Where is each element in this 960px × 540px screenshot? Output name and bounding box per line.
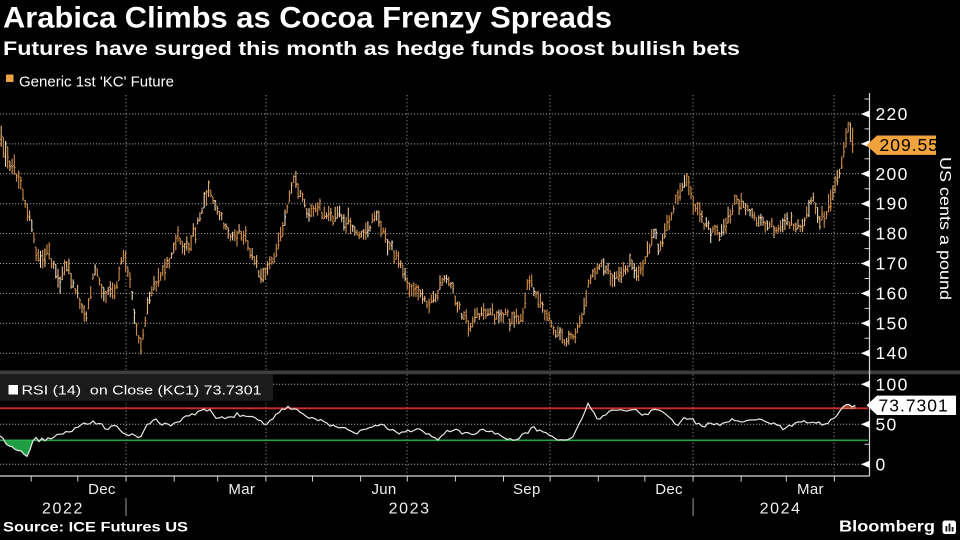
svg-text:2024: 2024 — [760, 501, 802, 518]
svg-text:Sep: Sep — [513, 481, 541, 498]
svg-text:209.55: 209.55 — [880, 135, 940, 155]
svg-text:160: 160 — [876, 283, 909, 303]
svg-text:200: 200 — [876, 164, 909, 184]
svg-text:50: 50 — [876, 414, 898, 434]
svg-text:Dec: Dec — [88, 481, 116, 498]
svg-text:0: 0 — [876, 454, 887, 474]
svg-text:2023: 2023 — [389, 501, 431, 518]
svg-text:150: 150 — [876, 313, 909, 333]
svg-text:US cents a pound: US cents a pound — [936, 157, 953, 300]
svg-text:100: 100 — [876, 374, 909, 394]
svg-text:RSI (14) on Close (KC1) 73.73: RSI (14) on Close (KC1) 73.7301 — [22, 383, 262, 398]
svg-text:170: 170 — [876, 254, 909, 274]
svg-text:73.7301: 73.7301 — [879, 395, 949, 415]
svg-text:2022: 2022 — [42, 501, 84, 518]
svg-text:Dec: Dec — [655, 481, 683, 498]
svg-text:220: 220 — [876, 104, 909, 124]
svg-text:Mar: Mar — [228, 481, 255, 498]
svg-text:190: 190 — [876, 194, 909, 214]
svg-text:140: 140 — [876, 343, 909, 363]
svg-text:Source: ICE Futures US: Source: ICE Futures US — [3, 520, 188, 535]
svg-text:Arabica Climbs as Cocoa Frenzy: Arabica Climbs as Cocoa Frenzy Spreads — [3, 2, 612, 35]
svg-text:180: 180 — [876, 224, 909, 244]
svg-text:Mar: Mar — [797, 481, 824, 498]
svg-text:Generic 1st 'KC' Future: Generic 1st 'KC' Future — [19, 74, 174, 91]
svg-text:Futures have surged this month: Futures have surged this month as hedge … — [3, 39, 740, 60]
svg-text:Jun: Jun — [371, 481, 396, 498]
svg-text:Bloomberg: Bloomberg — [839, 519, 935, 536]
